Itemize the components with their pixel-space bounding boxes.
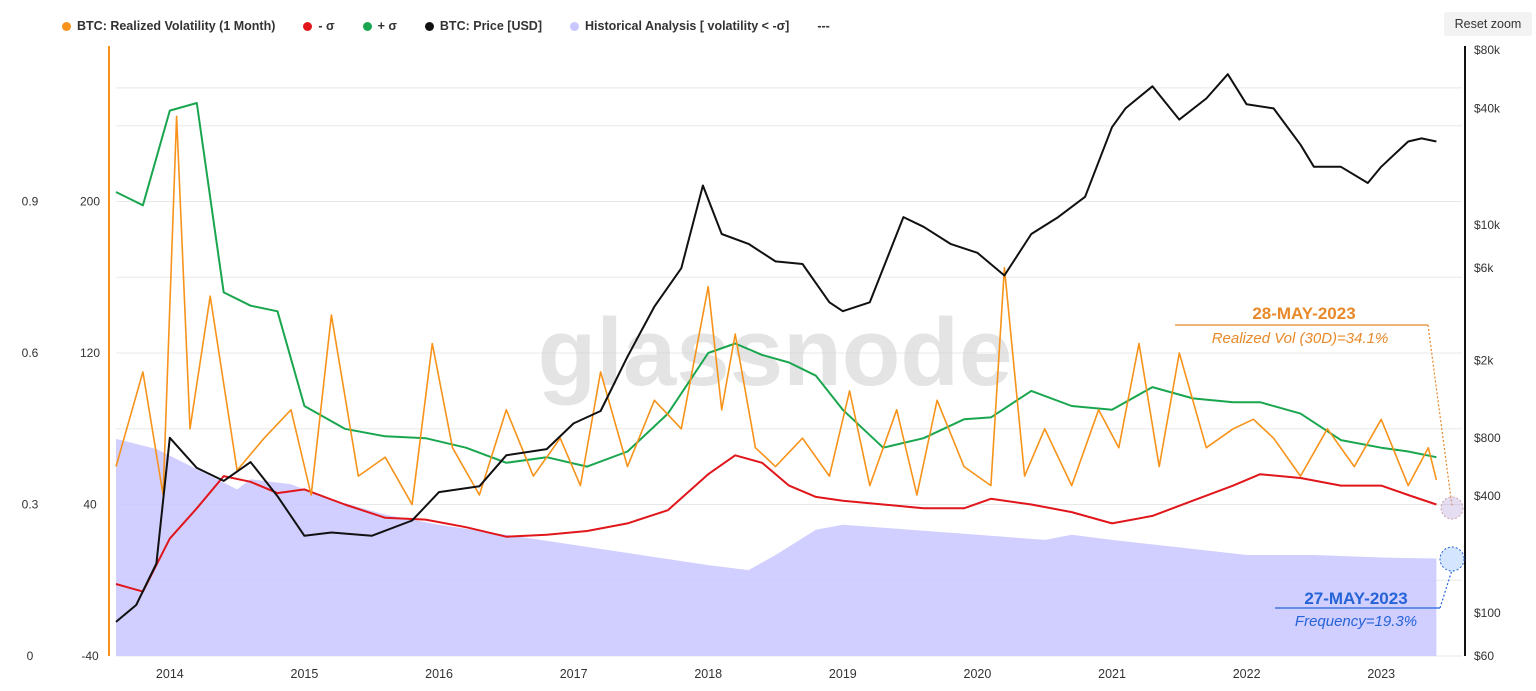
annotation-vol-text: Realized Vol (30D)=34.1%: [1212, 330, 1389, 347]
annotations: 28-MAY-2023 Realized Vol (30D)=34.1% 27-MA…: [1175, 304, 1465, 630]
x-tick-label: 2017: [560, 667, 588, 681]
x-tick-label: 2021: [1098, 667, 1126, 681]
legend-label-historical: Historical Analysis [ volatility < -σ]: [585, 19, 790, 33]
legend-dot-plus-sigma: [362, 21, 372, 31]
series-line-0: [115, 115, 1438, 506]
legend-dot-volatility: [62, 21, 71, 31]
legend-dot-historical: [570, 21, 579, 31]
left-inner-tick-label: -40: [81, 649, 99, 663]
left-outer-tick-label: 0.3: [22, 498, 39, 512]
left-inner-tick-label: 40: [83, 498, 97, 512]
right-tick-label: $2k: [1474, 354, 1494, 368]
legend-item-extra[interactable]: ---: [817, 19, 830, 33]
left-inner-tick-label: 120: [80, 346, 100, 360]
left-outer-tick-label: 0.6: [22, 346, 39, 360]
legend-label-extra: ---: [817, 19, 830, 33]
historical-area: [116, 438, 1437, 656]
right-tick-label: $80k: [1474, 43, 1501, 57]
series-line-3: [115, 73, 1437, 623]
annotation-freq-text: Frequency=19.3%: [1295, 613, 1417, 630]
annotation-vol-leader: [1427, 324, 1453, 507]
legend-item-volatility[interactable]: BTC: Realized Volatility (1 Month): [62, 19, 275, 33]
series-line-1: [115, 454, 1437, 593]
legend-item-historical[interactable]: Historical Analysis [ volatility < -σ]: [570, 19, 789, 33]
left-outer-tick-label: 0: [27, 649, 34, 663]
legend-item-plus-sigma[interactable]: + σ: [362, 19, 397, 33]
legend-dot-minus-sigma: [303, 21, 313, 31]
reset-zoom-button[interactable]: Reset zoom: [1444, 12, 1532, 36]
annotation-freq-marker: [1439, 546, 1465, 572]
x-tick-label: 2022: [1233, 667, 1261, 681]
annotation-freq-date: 27-MAY-2023: [1304, 589, 1407, 608]
x-tick-label: 2015: [291, 667, 319, 681]
annotation-freq-leader: [1439, 569, 1453, 609]
right-tick-label: $400: [1474, 489, 1501, 503]
right-tick-label: $40k: [1474, 101, 1501, 115]
legend-dot-price: [424, 21, 434, 31]
legend-item-minus-sigma[interactable]: - σ: [303, 19, 335, 33]
right-tick-label: $10k: [1474, 218, 1501, 232]
x-tick-label: 2019: [829, 667, 857, 681]
legend: BTC: Realized Volatility (1 Month) - σ +…: [62, 19, 858, 33]
series-lines: [115, 73, 1438, 623]
historical-area-path: [116, 438, 1437, 656]
legend-label-minus-sigma: - σ: [318, 19, 335, 33]
x-tick-label: 2016: [425, 667, 453, 681]
left-inner-tick-label: 200: [80, 195, 100, 209]
x-tick-label: 2018: [694, 667, 722, 681]
axes: 2014 2015 2016 2017 2018 2019 2020 2021 2022 2023…: [22, 43, 1501, 681]
annotation-vol-marker: [1440, 496, 1464, 520]
right-tick-label: $6k: [1474, 261, 1494, 275]
x-tick-label: 2020: [964, 667, 992, 681]
annotation-vol-date: 28-MAY-2023: [1252, 304, 1355, 323]
legend-label-volatility: BTC: Realized Volatility (1 Month): [77, 19, 276, 33]
left-outer-tick-label: 0.9: [22, 195, 39, 209]
right-tick-label: $800: [1474, 431, 1501, 445]
right-tick-label: $60: [1474, 649, 1494, 663]
legend-label-price: BTC: Price [USD]: [439, 19, 542, 33]
legend-item-price[interactable]: BTC: Price [USD]: [424, 19, 542, 33]
right-tick-label: $100: [1474, 606, 1501, 620]
watermark: glassnode: [538, 299, 1013, 406]
legend-label-plus-sigma: + σ: [377, 19, 397, 33]
x-tick-label: 2023: [1367, 667, 1395, 681]
x-tick-label: 2014: [156, 667, 184, 681]
series-line-2: [115, 102, 1437, 468]
